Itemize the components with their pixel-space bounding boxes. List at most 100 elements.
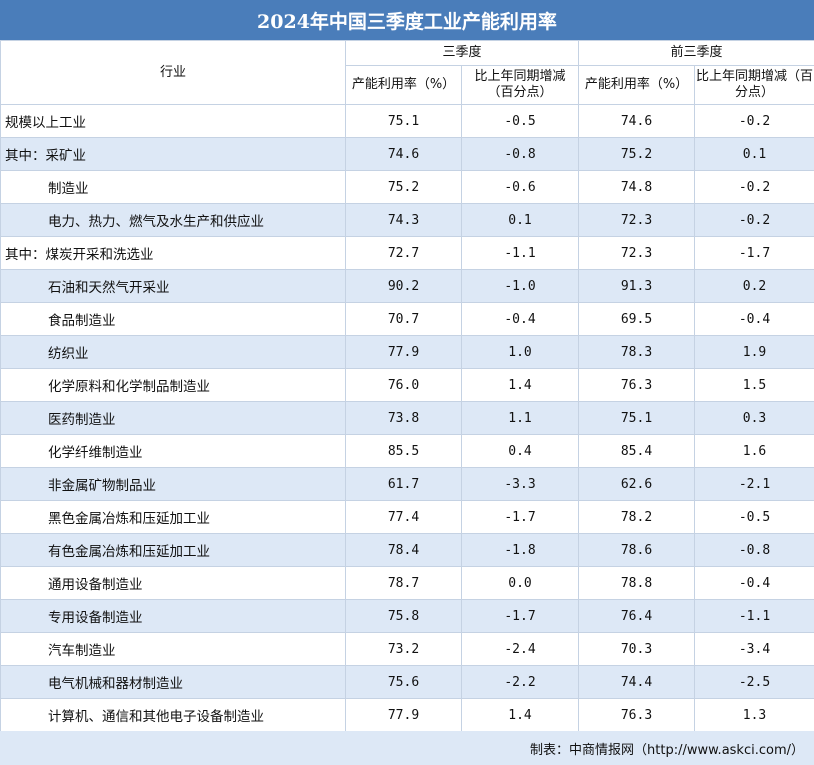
- industry-cell: 有色金属冶炼和压延加工业: [0, 533, 346, 567]
- table-row: 石油和天然气开采业 90.2 -1.0 91.3 0.2: [0, 269, 814, 303]
- ytd-change-cell: 0.2: [694, 269, 814, 303]
- table-row: 制造业 75.2 -0.6 74.8 -0.2: [0, 170, 814, 204]
- q3-change-cell: -0.4: [460, 302, 580, 336]
- ytd-rate-cell: 78.3: [578, 335, 696, 369]
- q3-rate-cell: 61.7: [345, 467, 462, 501]
- source-note: 制表：中商情报网（http://www.askci.com/）: [0, 731, 814, 765]
- q3-rate-cell: 73.2: [345, 632, 462, 666]
- ytd-rate-cell: 69.5: [578, 302, 696, 336]
- industry-cell: 纺织业: [0, 335, 346, 369]
- ytd-change-cell: 1.5: [694, 368, 814, 402]
- industry-cell: 计算机、通信和其他电子设备制造业: [0, 698, 346, 732]
- table-row: 其中：煤炭开采和洗选业 72.7 -1.1 72.3 -1.7: [0, 236, 814, 270]
- ytd-change-cell: -0.2: [694, 104, 814, 138]
- ytd-rate-cell: 70.3: [578, 632, 696, 666]
- q3-rate-cell: 74.3: [345, 203, 462, 237]
- ytd-rate-cell: 74.8: [578, 170, 696, 204]
- q3-rate-cell: 72.7: [345, 236, 462, 270]
- ytd-rate-cell: 85.4: [578, 434, 696, 468]
- q3-rate-cell: 73.8: [345, 401, 462, 435]
- ytd-change-cell: 1.6: [694, 434, 814, 468]
- q3-rate-cell: 90.2: [345, 269, 462, 303]
- ytd-rate-cell: 72.3: [578, 236, 696, 270]
- table-row: 电力、热力、燃气及水生产和供应业 74.3 0.1 72.3 -0.2: [0, 203, 814, 237]
- q3-rate-cell: 77.9: [345, 698, 462, 732]
- q3-rate-cell: 70.7: [345, 302, 462, 336]
- ytd-change-cell: 1.9: [694, 335, 814, 369]
- q3-change-cell: -1.7: [460, 599, 580, 633]
- ytd-change-cell: -3.4: [694, 632, 814, 666]
- table-row: 纺织业 77.9 1.0 78.3 1.9: [0, 335, 814, 369]
- industry-cell: 汽车制造业: [0, 632, 346, 666]
- q3-change-cell: -0.5: [460, 104, 580, 138]
- industry-cell: 其中：煤炭开采和洗选业: [0, 236, 346, 270]
- q3-change-cell: -3.3: [460, 467, 580, 501]
- q3-change-cell: 1.1: [460, 401, 580, 435]
- industry-cell: 规模以上工业: [0, 104, 346, 138]
- q3-change-cell: -1.8: [460, 533, 580, 567]
- q3-change-cell: -0.8: [460, 137, 580, 171]
- ytd-rate-cell: 74.4: [578, 665, 696, 699]
- header-group-q3: 三季度: [344, 40, 580, 66]
- ytd-rate-cell: 78.2: [578, 500, 696, 534]
- q3-rate-cell: 77.9: [345, 335, 462, 369]
- table-body: 规模以上工业 75.1 -0.5 74.6 -0.2 其中：采矿业 74.6 -0.8 75.2…: [0, 104, 814, 732]
- ytd-rate-cell: 76.3: [578, 368, 696, 402]
- q3-change-cell: 1.4: [460, 368, 580, 402]
- ytd-rate-cell: 62.6: [578, 467, 696, 501]
- industry-cell: 电气机械和器材制造业: [0, 665, 346, 699]
- industry-cell: 石油和天然气开采业: [0, 269, 346, 303]
- ytd-change-cell: -0.5: [694, 500, 814, 534]
- industry-cell: 电力、热力、燃气及水生产和供应业: [0, 203, 346, 237]
- ytd-rate-cell: 76.4: [578, 599, 696, 633]
- q3-rate-cell: 75.8: [345, 599, 462, 633]
- industry-cell: 其中：采矿业: [0, 137, 346, 171]
- header-ytd-change: 比上年同期增减（百分点）: [694, 65, 814, 105]
- q3-change-cell: -2.4: [460, 632, 580, 666]
- table-row: 食品制造业 70.7 -0.4 69.5 -0.4: [0, 302, 814, 336]
- ytd-change-cell: -1.1: [694, 599, 814, 633]
- q3-change-cell: -1.1: [460, 236, 580, 270]
- table-row: 通用设备制造业 78.7 0.0 78.8 -0.4: [0, 566, 814, 600]
- q3-change-cell: 0.4: [460, 434, 580, 468]
- ytd-rate-cell: 78.8: [578, 566, 696, 600]
- ytd-change-cell: 1.3: [694, 698, 814, 732]
- q3-rate-cell: 77.4: [345, 500, 462, 534]
- q3-change-cell: 1.0: [460, 335, 580, 369]
- table-row: 专用设备制造业 75.8 -1.7 76.4 -1.1: [0, 599, 814, 633]
- q3-change-cell: -2.2: [460, 665, 580, 699]
- q3-rate-cell: 76.0: [345, 368, 462, 402]
- table-row: 非金属矿物制品业 61.7 -3.3 62.6 -2.1: [0, 467, 814, 501]
- industry-cell: 化学原料和化学制品制造业: [0, 368, 346, 402]
- ytd-change-cell: -1.7: [694, 236, 814, 270]
- table-row: 黑色金属冶炼和压延加工业 77.4 -1.7 78.2 -0.5: [0, 500, 814, 534]
- table-row: 汽车制造业 73.2 -2.4 70.3 -3.4: [0, 632, 814, 666]
- q3-rate-cell: 75.2: [345, 170, 462, 204]
- ytd-rate-cell: 74.6: [578, 104, 696, 138]
- industry-cell: 黑色金属冶炼和压延加工业: [0, 500, 346, 534]
- q3-change-cell: -0.6: [460, 170, 580, 204]
- q3-change-cell: -1.7: [460, 500, 580, 534]
- ytd-rate-cell: 75.2: [578, 137, 696, 171]
- ytd-change-cell: -0.2: [694, 170, 814, 204]
- ytd-change-cell: -0.2: [694, 203, 814, 237]
- header-q3-rate: 产能利用率（%）: [345, 65, 462, 105]
- q3-change-cell: 0.0: [460, 566, 580, 600]
- industry-cell: 食品制造业: [0, 302, 346, 336]
- q3-rate-cell: 75.1: [345, 104, 462, 138]
- industry-cell: 通用设备制造业: [0, 566, 346, 600]
- header-industry: 行业: [0, 40, 346, 105]
- industry-cell: 专用设备制造业: [0, 599, 346, 633]
- q3-rate-cell: 74.6: [345, 137, 462, 171]
- ytd-change-cell: -2.1: [694, 467, 814, 501]
- ytd-change-cell: 0.3: [694, 401, 814, 435]
- header-ytd-rate: 产能利用率（%）: [578, 65, 696, 105]
- table-row: 医药制造业 73.8 1.1 75.1 0.3: [0, 401, 814, 435]
- q3-rate-cell: 78.7: [345, 566, 462, 600]
- table-title: 2024年中国三季度工业产能利用率: [0, 0, 814, 40]
- ytd-change-cell: -2.5: [694, 665, 814, 699]
- capacity-table: 行业 三季度 前三季度 产能利用率（%） 比上年同期增减（百分点） 产能利用率（…: [0, 40, 814, 732]
- q3-change-cell: 0.1: [460, 203, 580, 237]
- ytd-rate-cell: 91.3: [578, 269, 696, 303]
- ytd-change-cell: 0.1: [694, 137, 814, 171]
